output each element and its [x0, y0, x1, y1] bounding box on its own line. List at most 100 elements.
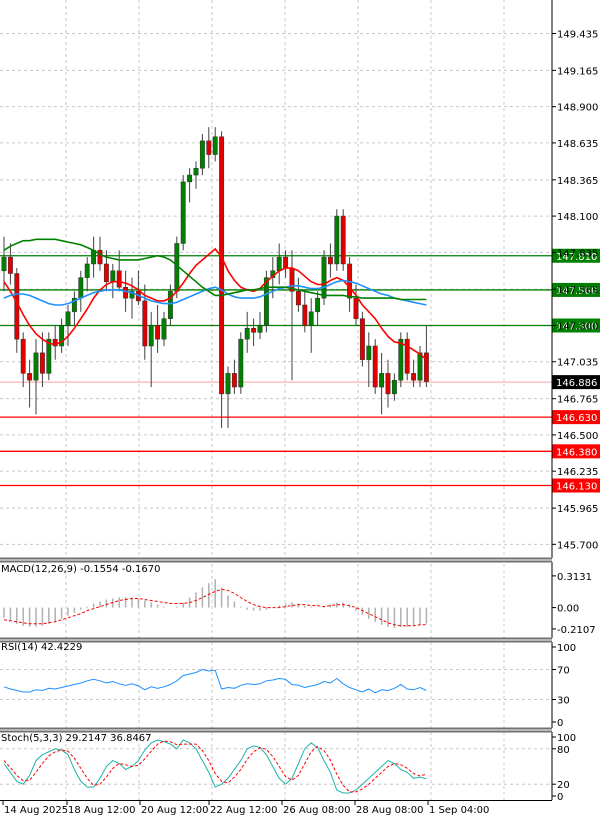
candle-body [180, 181, 186, 244]
price-tick-label: 148.100 [557, 212, 598, 223]
price-level-label: 146.630 [556, 413, 597, 424]
candle-body [411, 373, 417, 381]
macd-panel: 0.3131 0.00 -0.2107 MACD(12,26,9) -0.1554 -… [1, 564, 596, 636]
candle-body [359, 318, 365, 360]
candle-body [142, 300, 148, 347]
price-levels: 147.810 147.560 147.300 146.630 146.380 146.1… [0, 248, 600, 493]
candle-body [327, 256, 333, 265]
time-tick-label: 1 Sep 04:00 [429, 805, 489, 816]
price-axis: 149.435 149.165 148.900 148.635 148.365 148.1… [551, 0, 598, 800]
rsi-tick-label: 30 [557, 696, 570, 707]
price-tick-label: 145.965 [557, 504, 598, 515]
panel-separators [0, 557, 600, 801]
price-tick-label: 147.565 [557, 285, 598, 296]
price-tick-label: 147.035 [557, 358, 598, 369]
price-tick-label: 145.700 [557, 540, 598, 551]
candle-body [231, 373, 237, 388]
price-tick-label: 149.435 [557, 30, 598, 41]
candle-body [206, 140, 212, 155]
stochastic-tick-label: 20 [557, 780, 570, 791]
current-price-badge [552, 375, 600, 390]
time-tick-label: 28 Aug 08:00 [356, 805, 423, 816]
candle-body [391, 379, 397, 395]
candle-body [193, 167, 199, 176]
time-tick-label: 18 Aug 12:00 [68, 805, 135, 816]
stochastic-tick-label: 80 [557, 745, 570, 756]
price-tick-label: 146.235 [557, 467, 598, 478]
candle-body [353, 297, 359, 319]
time-tick-label: 20 Aug 12:00 [141, 805, 208, 816]
stochastic-k-line [3, 739, 427, 794]
moving-average-line [3, 247, 427, 361]
candle-body [161, 318, 167, 340]
candle-body [257, 325, 263, 333]
candle-body [71, 297, 77, 313]
candle-body [167, 291, 173, 319]
time-tick-label: 26 Aug 08:00 [283, 805, 350, 816]
macd-tick-label: 0.00 [557, 604, 579, 615]
candle-body [225, 373, 231, 395]
candle-body [148, 325, 154, 347]
macd-tick-label: 0.3131 [557, 572, 592, 583]
price-tick-label: 147.300 [557, 322, 598, 333]
candle-body [155, 325, 161, 340]
candle-body [315, 297, 321, 313]
candle-body [116, 270, 122, 288]
price-tick-label: 148.635 [557, 139, 598, 150]
rsi-tick-label: 0 [557, 718, 563, 729]
price-level-label: 146.130 [556, 482, 597, 493]
rsi-tick-label: 100 [557, 643, 576, 654]
candle-body [129, 291, 135, 299]
candle-body [379, 373, 385, 388]
price-tick-label: 146.500 [557, 431, 598, 442]
price-level-label: 147.810 [556, 252, 597, 263]
candle-body [417, 352, 423, 381]
candle-body [219, 136, 225, 395]
price-level-badge [552, 282, 600, 297]
macd-signal-line [3, 588, 427, 627]
candle-body [302, 304, 308, 326]
price-level-label: 147.300 [556, 322, 597, 333]
price-tick-label: 148.900 [557, 103, 598, 114]
candle-body [91, 250, 97, 265]
candle-body [385, 373, 391, 395]
candle-body [404, 338, 410, 374]
rsi-tick-label: 70 [557, 666, 570, 677]
time-axis: 14 Aug 2025 18 Aug 12:00 20 Aug 12:00 22 Au… [2, 800, 489, 816]
rsi-title: RSI(14) 42.4229 [1, 642, 82, 653]
candle-body [65, 311, 71, 326]
candle-body [46, 338, 52, 374]
candle-body [340, 215, 346, 265]
time-tick-label: 14 Aug 2025 [4, 805, 68, 816]
panel-gap [0, 558, 600, 562]
candle-body [84, 263, 90, 278]
rsi-line [3, 668, 427, 694]
candle-body [366, 345, 372, 360]
candle-body [276, 256, 282, 272]
price-tick-label: 147.835 [557, 248, 598, 259]
candle-body [20, 338, 26, 374]
panel-gap [0, 638, 600, 642]
stochastic-tick-label: 100 [557, 733, 576, 744]
candle-body [251, 327, 257, 333]
candle-body [423, 352, 429, 382]
stochastic-d-line [3, 740, 427, 793]
current-price-label: 146.886 [556, 378, 597, 389]
stochastic-tick-label: 0 [557, 792, 563, 803]
candle-body [244, 327, 250, 340]
candle-body [321, 256, 327, 299]
candle-body [39, 352, 45, 374]
candle-body [7, 256, 13, 274]
time-tick-label: 22 Aug 12:00 [210, 805, 277, 816]
candle-body [263, 277, 269, 326]
rsi-panel: 100 70 30 0 RSI(14) 42.4229 [0, 642, 576, 729]
panel-gap [0, 728, 600, 732]
candle-body [334, 215, 340, 265]
price-level-badge [552, 248, 600, 263]
moving-averages [3, 238, 427, 361]
price-tick-label: 148.365 [557, 176, 598, 187]
price-tick-label: 149.165 [557, 66, 598, 77]
price-level-badge [552, 444, 600, 459]
